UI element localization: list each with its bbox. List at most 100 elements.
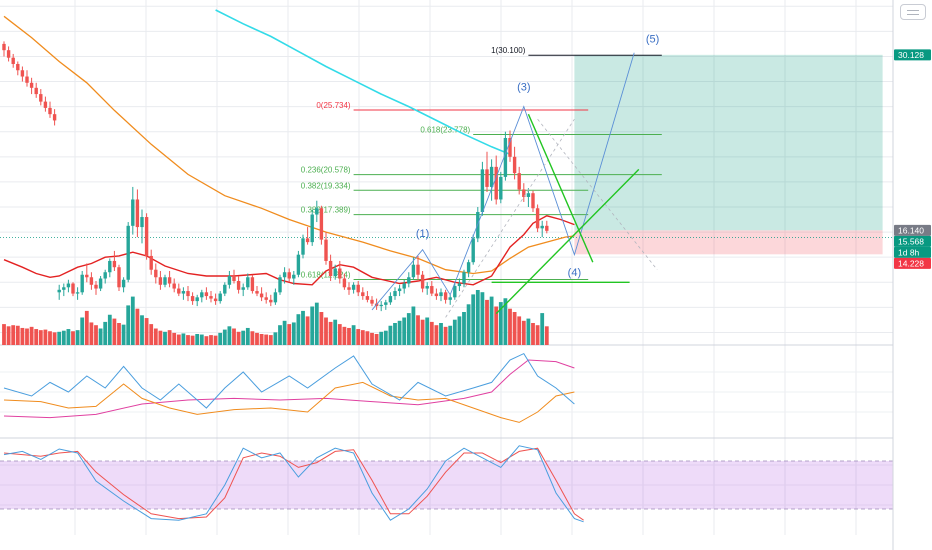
volume-bar (268, 335, 273, 345)
candle-body (121, 279, 126, 288)
wave-label: (3) (517, 81, 530, 93)
volume-bar (121, 324, 126, 345)
volume-bar (195, 334, 200, 345)
green-trend-line (527, 113, 594, 263)
candle-body (20, 70, 25, 77)
fibonacci-retracement[interactable]: 1(30.100) 0(25.734) 0.618(23.778) 0.236(20.… (301, 46, 662, 280)
candle-body (503, 138, 508, 177)
price-label-text: 1d 8h (898, 247, 920, 257)
volume-bar (204, 336, 209, 345)
volume-bar (15, 325, 20, 345)
volume-bar (508, 308, 512, 345)
fib-level-label: 0.382(19.334) (301, 181, 351, 190)
volume-bar (402, 317, 407, 345)
candle-body (489, 166, 494, 187)
candle-body (269, 299, 273, 303)
wave-label: (4) (568, 267, 581, 279)
candle-body (43, 101, 48, 108)
candle-body (328, 260, 333, 276)
volume-bar (310, 306, 315, 345)
volume-bar (544, 326, 549, 345)
volume-bar (439, 323, 443, 345)
volume-bar (489, 296, 494, 345)
volume-bar (365, 331, 370, 345)
volume-bar (209, 335, 213, 345)
volume-bar (218, 332, 223, 345)
candle-body (540, 225, 544, 229)
candle-body (112, 260, 117, 268)
candle-body (75, 292, 80, 294)
fib-level-label: 0(25.734) (316, 101, 351, 110)
volume-bar (259, 334, 264, 345)
volume-bar (140, 315, 144, 345)
candle-body (397, 288, 402, 292)
volume-bar (52, 332, 57, 345)
volume-bar (443, 326, 448, 345)
candle-body (103, 272, 107, 279)
candle-body (236, 281, 241, 290)
candle-body (338, 268, 342, 279)
price-label-tag (894, 235, 931, 247)
volume-bar (11, 325, 16, 345)
volume-bar (29, 326, 34, 345)
volume-bar (75, 330, 80, 345)
volume-bar (227, 326, 232, 345)
candle-body (200, 292, 204, 298)
volume-bar (452, 319, 457, 345)
candle-body (94, 284, 98, 289)
volume-bars (2, 290, 549, 345)
moving-averages (3, 9, 575, 286)
price-axis-background (893, 0, 932, 550)
candle-body (250, 277, 255, 292)
long-position-box[interactable] (0, 54, 893, 255)
volume-bar (250, 331, 255, 345)
candle-body (39, 94, 43, 102)
trend-drawings[interactable]: (1) (3) (4) (5) (371, 34, 659, 318)
candle-body (499, 176, 503, 200)
candle-body (448, 297, 452, 300)
candle-body (223, 284, 227, 294)
candle-body (218, 293, 222, 302)
chart-settings-button[interactable] (900, 4, 926, 20)
volume-bar (531, 323, 535, 345)
candle-body (264, 297, 268, 300)
volume-bar (342, 326, 347, 345)
candle-body (140, 217, 144, 228)
candle-body (135, 199, 140, 228)
volume-bar (25, 328, 29, 345)
candle-body (195, 297, 199, 302)
candle-body (462, 272, 466, 284)
candle-body (108, 260, 112, 273)
volume-bar (199, 334, 204, 345)
candle-body (439, 292, 443, 297)
candle-body (190, 296, 195, 302)
volume-bar (213, 335, 218, 345)
candle-body (480, 169, 485, 213)
candle-body (512, 156, 517, 174)
volume-bar (457, 316, 462, 345)
candle-body (71, 283, 75, 294)
oscillator-1-line-orange (3, 381, 575, 423)
candle-body (246, 277, 250, 288)
volume-bar (34, 329, 39, 345)
volume-bar (425, 317, 430, 345)
volume-bar (186, 335, 190, 345)
candle-body (57, 289, 61, 293)
volume-bar (494, 306, 499, 345)
volume-bar (107, 314, 112, 345)
volume-bar (517, 316, 522, 345)
dashed-channel (537, 118, 658, 270)
candle-body (333, 268, 337, 276)
wave-label: (5) (646, 34, 659, 46)
candle-body (315, 208, 319, 215)
volume-bar (130, 296, 135, 345)
fib-level-label: 0.618(23.778) (420, 126, 470, 135)
volume-bar (181, 333, 186, 345)
price-label-text: 15.568 (898, 236, 924, 246)
candle-body (16, 63, 20, 71)
volume-bar (347, 327, 351, 345)
candle-body (181, 291, 186, 294)
volume-bar (117, 323, 121, 345)
